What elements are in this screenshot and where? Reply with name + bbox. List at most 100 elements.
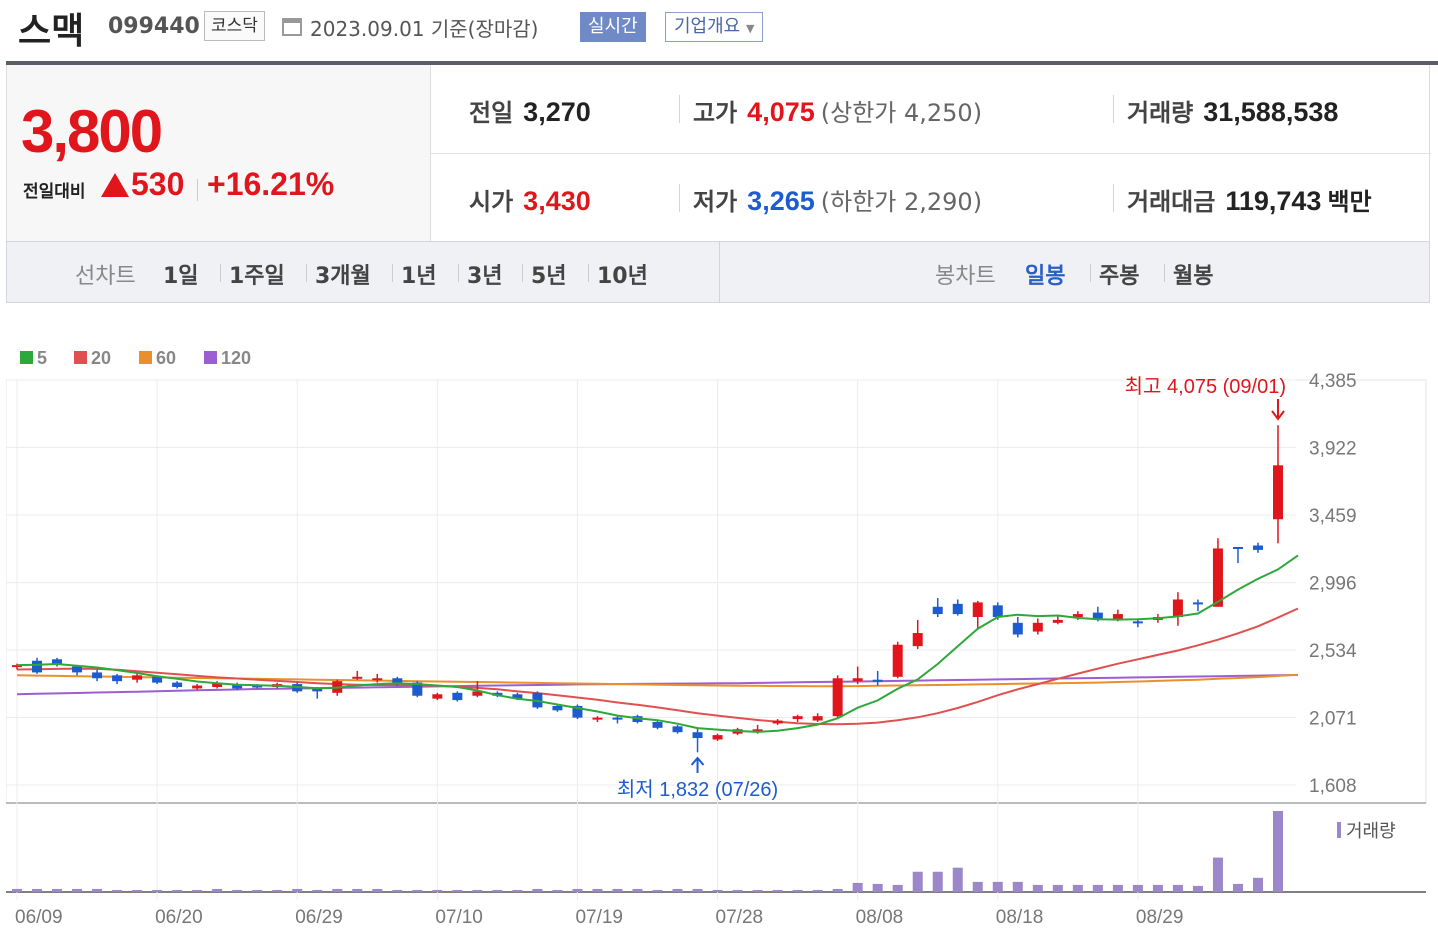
- candle-body: [972, 602, 983, 617]
- volume-bar: [332, 888, 343, 892]
- lower-limit: (하한가 2,290): [820, 188, 983, 216]
- legend-label: 60: [156, 348, 176, 368]
- volume-bar: [552, 889, 563, 892]
- high-label: 고가: [693, 99, 738, 127]
- divider: [1090, 264, 1091, 282]
- tab-candle-2[interactable]: 월봉: [1173, 264, 1214, 289]
- volume-bar: [752, 889, 763, 892]
- candle-body: [832, 678, 843, 717]
- y-tick-label: 2,534: [1309, 641, 1357, 662]
- legend-swatch: [20, 351, 33, 364]
- volume-legend: 거래량: [1346, 821, 1396, 841]
- high-annotation: 최고 4,075 (09/01): [1125, 375, 1286, 398]
- y-tick-label: 3,459: [1309, 506, 1357, 527]
- chevron-down-icon: ▼: [745, 22, 755, 35]
- volume-bar: [92, 888, 103, 892]
- candle-body: [92, 672, 103, 679]
- volume-bar: [32, 888, 43, 892]
- divider: [679, 184, 680, 212]
- divider: [1164, 264, 1165, 282]
- volume-bar: [172, 889, 183, 892]
- low-arrow-head: [690, 756, 705, 766]
- tab-candle-0[interactable]: 일봉: [1025, 264, 1066, 289]
- volume-bar: [132, 889, 143, 892]
- candle-body: [572, 705, 583, 718]
- stock-name: 스맥: [18, 11, 85, 52]
- market-badge: 코스닥: [204, 11, 265, 41]
- tab-candle-1[interactable]: 주봉: [1099, 264, 1140, 289]
- calendar-icon: [282, 18, 302, 36]
- x-tick-label: 08/08: [856, 907, 904, 928]
- legend-label: 5: [37, 348, 47, 368]
- candle-body: [1032, 622, 1043, 632]
- chart-svg: 4,385 3,922 3,459 2,996 2,534 2,071 1,608 06/09…: [5, 348, 1427, 928]
- volume-bar: [572, 888, 583, 892]
- high-value: 4,075: [747, 97, 815, 127]
- volume-bar: [492, 889, 503, 892]
- candle-body: [432, 694, 443, 699]
- candle-body: [932, 606, 943, 615]
- x-tick-label: 06/29: [295, 907, 343, 928]
- volume-bar: [52, 888, 63, 892]
- candle-body: [352, 676, 363, 679]
- trade-amount: 거래대금 119,743 백만: [1127, 182, 1372, 217]
- candle-body: [752, 729, 763, 732]
- realtime-button[interactable]: 실시간: [580, 12, 646, 42]
- volume-bar: [1192, 885, 1203, 892]
- candle-body: [32, 660, 43, 673]
- candle-body: [992, 605, 1003, 617]
- tab-line-2[interactable]: 3개월: [315, 264, 371, 289]
- candle-body: [612, 717, 623, 720]
- candle-body: [892, 644, 903, 677]
- tab-line-3[interactable]: 1년: [401, 264, 437, 289]
- candle-body: [1092, 612, 1103, 619]
- x-tick-label: 06/09: [15, 907, 63, 928]
- amount-value: 119,743: [1225, 186, 1322, 216]
- candle-body: [1232, 546, 1243, 549]
- company-overview-button[interactable]: 기업개요 ▼: [665, 12, 764, 42]
- candle-body: [792, 716, 803, 720]
- y-tick-label: 2,071: [1309, 708, 1357, 729]
- candle-body: [772, 720, 783, 724]
- quote-stats: 전일 3,270 고가 4,075 (상한가 4,250) 거래량 31,588,538…: [430, 65, 1431, 241]
- tab-line-1[interactable]: 1주일: [229, 264, 285, 289]
- tab-line-6[interactable]: 10년: [597, 264, 648, 289]
- high-price: 고가 4,075 (상한가 4,250): [693, 93, 982, 128]
- upper-limit: (상한가 4,250): [820, 99, 983, 127]
- low-value: 3,265: [747, 186, 815, 216]
- candle-body: [672, 726, 683, 733]
- x-tick-label: 07/10: [435, 907, 483, 928]
- volume-bar: [152, 889, 163, 892]
- tab-line-4[interactable]: 3년: [467, 264, 503, 289]
- volume-bar: [1132, 884, 1143, 892]
- base-date: 2023.09.01 기준(장마감): [310, 17, 539, 41]
- x-tick-label: 08/29: [1136, 907, 1184, 928]
- volume-bar: [772, 889, 783, 892]
- candle-body: [112, 675, 123, 682]
- open-value: 3,430: [523, 186, 591, 216]
- y-tick-label: 3,922: [1309, 439, 1357, 460]
- divider: [522, 264, 523, 282]
- volume-bar: [612, 888, 623, 892]
- tab-line-0[interactable]: 1일: [163, 264, 199, 289]
- stats-row-1: 전일 3,270 고가 4,075 (상한가 4,250) 거래량 31,588,538: [431, 65, 1431, 153]
- candle-body: [372, 678, 383, 681]
- header-divider: [6, 61, 1438, 65]
- candlestick-chart: 4,385 3,922 3,459 2,996 2,534 2,071 1,608 06/09…: [5, 303, 1438, 936]
- candle-body: [192, 685, 203, 689]
- volume: 거래량 31,588,538: [1127, 93, 1338, 128]
- volume-bar: [392, 889, 403, 892]
- tab-line-5[interactable]: 5년: [531, 264, 567, 289]
- y-tick-label: 2,996: [1309, 574, 1357, 595]
- volume-bar: [592, 888, 603, 892]
- volume-bar: [872, 883, 883, 892]
- candle-body: [252, 685, 263, 688]
- candle-body: [872, 679, 883, 682]
- candle-body: [692, 732, 703, 739]
- chart-period-tabs: 선차트 1일 1주일 3개월 1년 3년 5년 10년 봉차트 일봉 주봉 월봉: [6, 241, 1430, 303]
- candle-body: [172, 682, 183, 687]
- divider: [392, 264, 393, 282]
- volume-bar: [1273, 811, 1283, 892]
- prev-close: 전일 3,270: [469, 93, 591, 128]
- volume-value: 31,588,538: [1203, 97, 1339, 127]
